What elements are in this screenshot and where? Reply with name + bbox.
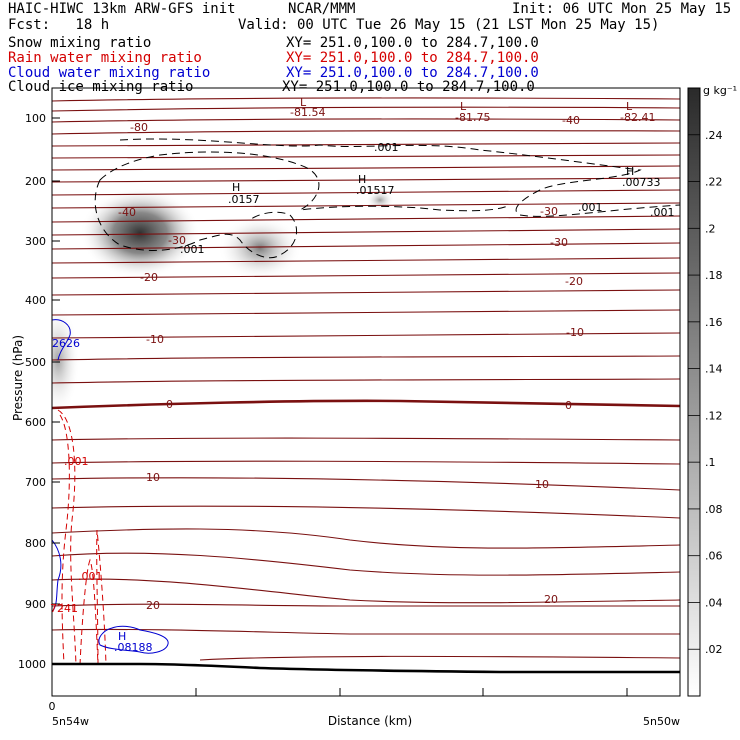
x-axis-label: Distance (km) bbox=[328, 714, 412, 728]
ice-high-symbol: H bbox=[232, 181, 240, 194]
isotherm-label: -40 bbox=[562, 114, 580, 127]
snow-blob-secondary bbox=[218, 216, 302, 280]
isotherm-labels: -80 -40 -30 -20 -10 0 10 20 -20 -30 -40 … bbox=[118, 114, 584, 612]
rain-contours bbox=[57, 409, 107, 666]
colorbar-tick-label: .14 bbox=[705, 363, 723, 376]
snow-blob-main bbox=[80, 188, 200, 278]
colorbar-tick-label: .12 bbox=[705, 409, 723, 422]
low-value: -81.75 bbox=[455, 111, 490, 124]
y-tick-label: 700 bbox=[25, 476, 46, 489]
x-axis-ticks bbox=[51, 688, 628, 696]
ice-high-symbol: H bbox=[358, 173, 366, 186]
low-value: -81.54 bbox=[290, 106, 325, 119]
ice-labels: H .0157 H .01517 H .00733 .001 .001 .001… bbox=[180, 141, 675, 256]
org-label: NCAR/MMM bbox=[288, 1, 356, 17]
y-tick-label: 300 bbox=[25, 235, 46, 248]
field-xy-cloud-water: XY= 251.0,100.0 to 284.7,100.0 bbox=[286, 65, 539, 81]
rain-contour-label: .001 bbox=[78, 570, 103, 583]
low-symbol: L bbox=[626, 100, 633, 113]
colorbar-tick-label: .16 bbox=[705, 316, 723, 329]
cloud-water-high-value: .08188 bbox=[114, 641, 153, 654]
low-markers: L -81.54 L -81.75 L -82.41 bbox=[290, 96, 655, 124]
field-label-cloud-water: Cloud water mixing ratio bbox=[8, 65, 211, 81]
colorbar-tick-label: .02 bbox=[705, 643, 723, 656]
isotherm-label: 0 bbox=[565, 399, 572, 412]
y-tick-label: 600 bbox=[25, 416, 46, 429]
isotherm-label: -20 bbox=[140, 271, 158, 284]
field-label-rain: Rain water mixing ratio bbox=[8, 50, 202, 66]
ice-contour-label: .001 bbox=[650, 206, 675, 219]
model-title: HAIC-HIWC 13km ARW-GFS init bbox=[8, 1, 236, 17]
colorbar-tick-label: .22 bbox=[705, 176, 723, 189]
ice-contour-label: .001 bbox=[180, 243, 205, 256]
isotherm-label: -40 bbox=[118, 206, 136, 219]
colorbar-tick-label: .04 bbox=[705, 596, 723, 609]
y-tick-label: 900 bbox=[25, 598, 46, 611]
colorbar-tick-label: .2 bbox=[705, 222, 716, 235]
rain-labels: .001 .001 7241 bbox=[50, 455, 103, 615]
isotherm-label: 20 bbox=[544, 593, 558, 606]
y-axis-ticks: 100 200 300 400 500 600 700 800 900 1000 bbox=[18, 112, 60, 671]
isotherm-label: 0 bbox=[166, 398, 173, 411]
isotherm-label: -80 bbox=[130, 121, 148, 134]
x-start-label: 5n54w bbox=[52, 715, 89, 728]
field-label-snow: Snow mixing ratio bbox=[8, 35, 152, 51]
isotherm-zero bbox=[52, 399, 680, 410]
ground-line bbox=[52, 662, 680, 674]
ice-high-value: .00733 bbox=[622, 176, 661, 189]
y-tick-label: 800 bbox=[25, 537, 46, 550]
cloud-ice-contour bbox=[94, 138, 680, 259]
colorbar-unit: g kg⁻¹ bbox=[703, 84, 737, 97]
y-tick-label: 200 bbox=[25, 175, 46, 188]
field-xy-rain: XY= 251.0,100.0 to 284.7,100.0 bbox=[286, 50, 539, 66]
colorbar-tick-label: .06 bbox=[705, 550, 723, 563]
valid-time: Valid: 00 UTC Tue 26 May 15 (21 LST Mon … bbox=[238, 17, 660, 33]
x-origin-label: 0 bbox=[49, 700, 56, 713]
colorbar-ticks: .02 .04 .06 .08 .1 .12 .14 .16 .18 .2 .22 .24 bbox=[688, 129, 723, 656]
y-tick-label: 100 bbox=[25, 112, 46, 125]
forecast-hour: Fcst: 18 h bbox=[8, 17, 110, 33]
colorbar-tick-label: .08 bbox=[705, 503, 723, 516]
low-symbol: L bbox=[300, 96, 307, 109]
colorbar-tick-label: .18 bbox=[705, 269, 723, 282]
colorbar bbox=[687, 87, 701, 697]
isotherm-label: -30 bbox=[540, 205, 558, 218]
ice-contour-label: .001 bbox=[578, 201, 603, 214]
rain-contour-label: .001 bbox=[64, 455, 89, 468]
ice-high-symbol: H bbox=[626, 165, 634, 178]
isotherm-label: 10 bbox=[535, 478, 549, 491]
isotherm-label: -30 bbox=[550, 236, 568, 249]
init-time: Init: 06 UTC Mon 25 May 15 bbox=[512, 1, 732, 17]
colorbar-tick-label: .24 bbox=[705, 129, 723, 142]
cloud-water-high-symbol: H bbox=[118, 630, 126, 643]
cloud-water-value-label: 2626 bbox=[52, 337, 80, 350]
rain-value-label: 7241 bbox=[50, 602, 78, 615]
ice-contour-label: .001 bbox=[374, 141, 399, 154]
isotherm-label: -30 bbox=[168, 234, 186, 247]
isotherm-label: -20 bbox=[565, 275, 583, 288]
isotherm-label: 20 bbox=[146, 599, 160, 612]
cloud-water-contours bbox=[52, 319, 169, 654]
ice-high-value: .01517 bbox=[356, 184, 395, 197]
isotherm-label: -10 bbox=[566, 326, 584, 339]
y-tick-label: 1000 bbox=[18, 658, 46, 671]
y-axis-label: Pressure (hPa) bbox=[11, 335, 25, 421]
isotherm-label: -10 bbox=[146, 333, 164, 346]
low-symbol: L bbox=[460, 100, 467, 113]
field-xy-cloud-ice: XY= 251.0,100.0 to 284.7,100.0 bbox=[282, 79, 535, 95]
isotherm-label: 10 bbox=[146, 471, 160, 484]
cloud-water-labels: 2626 H .08188 bbox=[52, 337, 153, 654]
x-end-label: 5n50w bbox=[643, 715, 680, 728]
colorbar-tick-label: .1 bbox=[705, 456, 716, 469]
y-tick-label: 500 bbox=[25, 356, 46, 369]
plot-frame bbox=[51, 87, 681, 697]
y-tick-label: 400 bbox=[25, 294, 46, 307]
ice-high-value: .0157 bbox=[228, 193, 260, 206]
field-label-cloud-ice: Cloud ice mixing ratio bbox=[8, 79, 194, 95]
low-value: -82.41 bbox=[620, 111, 655, 124]
field-xy-snow: XY= 251.0,100.0 to 284.7,100.0 bbox=[286, 35, 539, 51]
